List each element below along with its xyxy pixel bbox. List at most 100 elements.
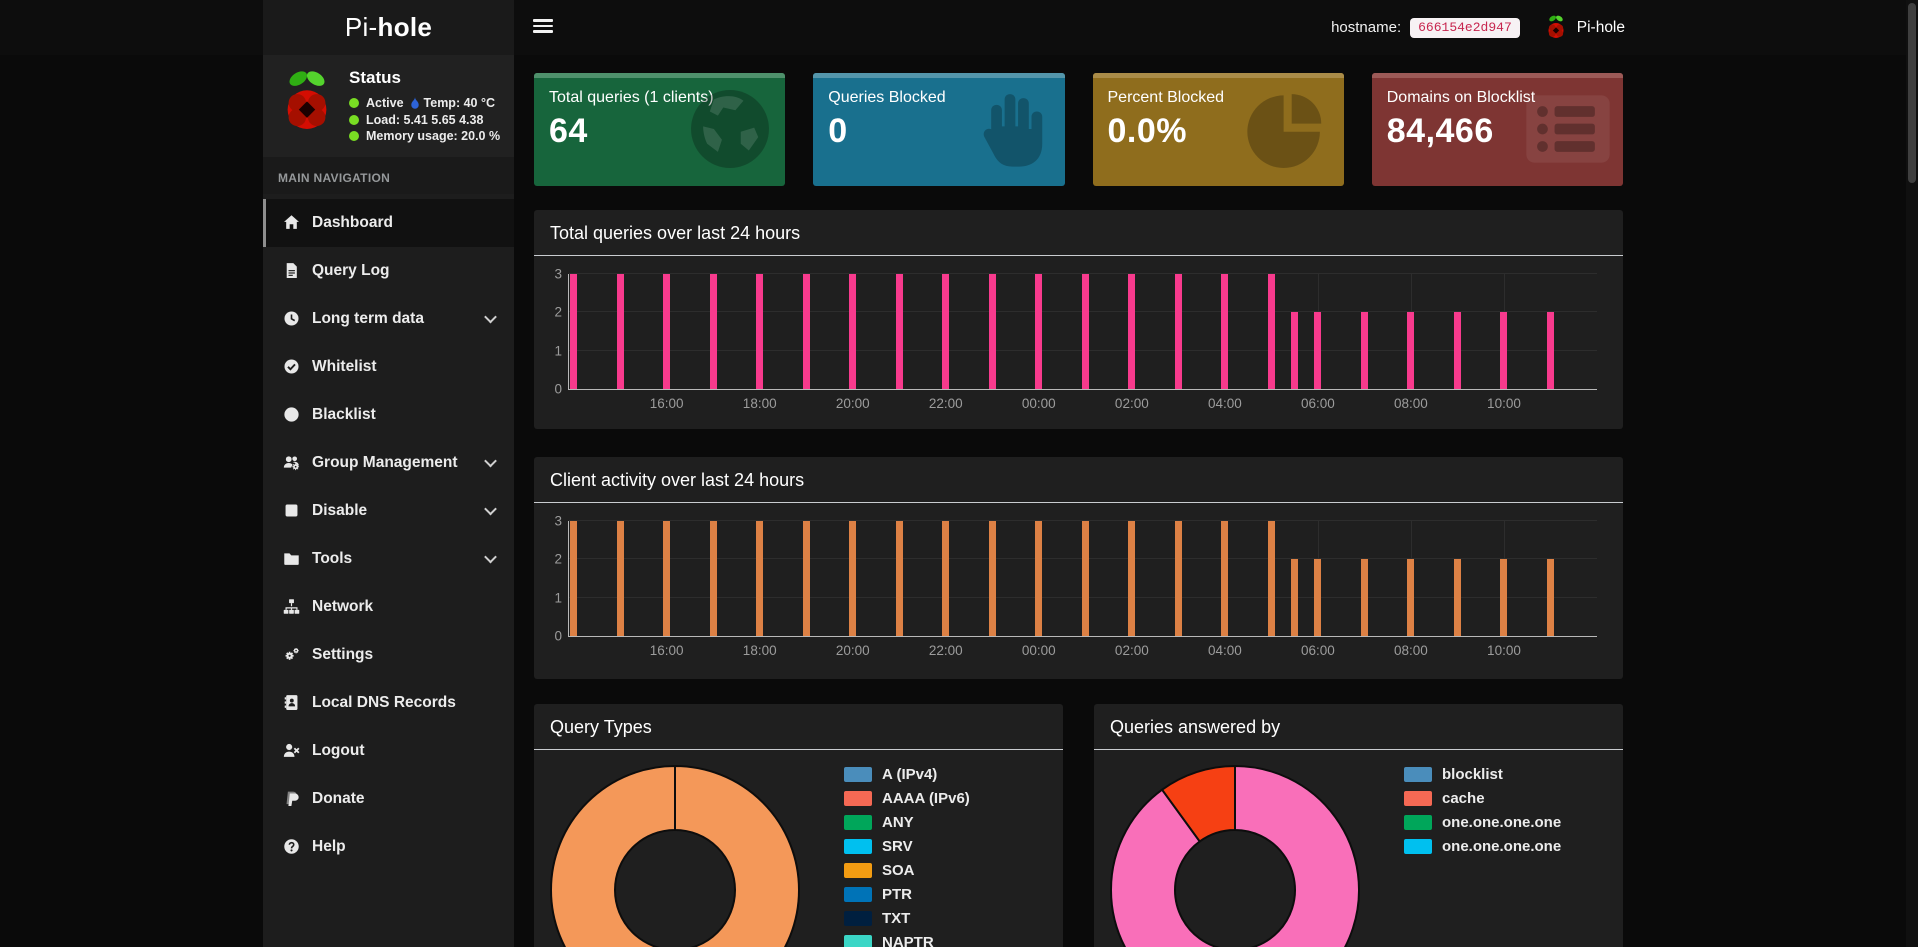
bar-03:00[interactable]: [1174, 521, 1182, 636]
bar-06:00[interactable]: [1314, 559, 1322, 636]
bar-18:00[interactable]: [756, 274, 764, 389]
bar-09:00[interactable]: [1453, 559, 1461, 636]
y-axis-tick-label: 1: [554, 590, 562, 606]
sidebar-item-long-term-data[interactable]: Long term data: [263, 295, 514, 343]
sidebar-item-dashboard[interactable]: Dashboard: [263, 198, 514, 247]
bar-07:00[interactable]: [1360, 312, 1368, 389]
stat-card-percent-blocked[interactable]: Percent Blocked 0.0%: [1092, 73, 1344, 186]
bar-01:00[interactable]: [1081, 521, 1089, 636]
sidebar-item-settings[interactable]: Settings: [263, 631, 514, 679]
bar-04:00[interactable]: [1221, 274, 1229, 389]
bar-16:00[interactable]: [663, 274, 671, 389]
bar-21:00[interactable]: [895, 521, 903, 636]
sidebar-item-label: Network: [312, 597, 374, 615]
bar-20:00[interactable]: [849, 521, 857, 636]
stat-card-queries-blocked[interactable]: Queries Blocked 0: [813, 73, 1065, 186]
stat-card-total-queries[interactable]: Total queries (1 clients) 64: [534, 73, 786, 186]
bar-17:00[interactable]: [709, 521, 717, 636]
bar-07:00[interactable]: [1360, 559, 1368, 636]
query-types-donut-chart[interactable]: [544, 759, 806, 947]
hamburger-menu-icon[interactable]: [533, 19, 553, 35]
bar-10:00[interactable]: [1500, 312, 1508, 389]
stat-card-domains-blocklist[interactable]: Domains on Blocklist 84,466: [1371, 73, 1623, 186]
legend-item-any[interactable]: ANY: [844, 814, 970, 831]
queries-answered-by-donut-chart[interactable]: [1104, 759, 1366, 947]
bar-11:00[interactable]: [1546, 312, 1554, 389]
sidebar-item-tools[interactable]: Tools: [263, 535, 514, 583]
bar-02:00[interactable]: [1128, 274, 1136, 389]
bar-17:00[interactable]: [709, 274, 717, 389]
sidebar-item-help[interactable]: Help: [263, 823, 514, 871]
legend-item-txt[interactable]: TXT: [844, 910, 970, 927]
bar-15:00[interactable]: [616, 274, 624, 389]
sidebar-item-blacklist[interactable]: Blacklist: [263, 391, 514, 439]
bar-00:00[interactable]: [1035, 274, 1043, 389]
bar-00:00[interactable]: [1035, 521, 1043, 636]
x-axis-tick-label: 06:00: [1300, 396, 1335, 411]
navbar-pihole-link[interactable]: Pi-hole: [1576, 18, 1625, 36]
legend-item-naptr[interactable]: NAPTR: [844, 934, 970, 947]
status-ok-dot: [349, 98, 359, 109]
sidebar-item-network[interactable]: Network: [263, 583, 514, 631]
sidebar-item-local-dns-records[interactable]: Local DNS Records: [263, 679, 514, 727]
main-content: Total queries (1 clients) 64 Queries Bloc…: [534, 0, 1623, 947]
bar-04:00[interactable]: [1221, 521, 1229, 636]
scrollbar-thumb[interactable]: [1908, 3, 1916, 183]
client-activity-bar-chart[interactable]: 16:00 18:00 20:00 22:00 00:00 02:00 04:00 06:00…: [554, 514, 1597, 658]
legend-item-srv[interactable]: SRV: [844, 838, 970, 855]
legend-item-soa[interactable]: SOA: [844, 862, 970, 879]
brand-logo-area[interactable]: Pi-hole: [263, 0, 514, 55]
bar-05:00[interactable]: [1267, 521, 1275, 636]
status-ok-dot: [349, 131, 359, 142]
legend-label: blocklist: [1442, 766, 1503, 783]
bar-15:00[interactable]: [616, 521, 624, 636]
sidebar-menu: Dashboard Query Log Long term data Whitelis…: [263, 194, 514, 871]
bar-05:00[interactable]: [1267, 274, 1275, 389]
y-axis-tick-label: 1: [554, 343, 562, 359]
legend-item-blocklist[interactable]: blocklist: [1404, 766, 1561, 783]
sidebar-item-donate[interactable]: Donate: [263, 775, 514, 823]
bar-19:00[interactable]: [802, 274, 810, 389]
bar-16:00[interactable]: [663, 521, 671, 636]
sidebar-item-logout[interactable]: Logout: [263, 727, 514, 775]
bar-14:00[interactable]: [570, 521, 578, 636]
y-axis-tick-label: 2: [554, 551, 562, 567]
bar-22:00[interactable]: [942, 274, 950, 389]
chevron-down-icon: [484, 502, 497, 515]
bar-08:00[interactable]: [1407, 312, 1415, 389]
legend-item-one-one-one-one[interactable]: one.one.one.one: [1404, 814, 1561, 831]
bar-01:00[interactable]: [1081, 274, 1089, 389]
sidebar-item-whitelist[interactable]: Whitelist: [263, 343, 514, 391]
legend-label: ANY: [882, 814, 914, 831]
bar-03:00[interactable]: [1174, 274, 1182, 389]
bar-20:00[interactable]: [849, 274, 857, 389]
bar-02:00[interactable]: [1128, 521, 1136, 636]
bar-09:00[interactable]: [1453, 312, 1461, 389]
bar-22:00[interactable]: [942, 521, 950, 636]
sidebar-item-disable[interactable]: Disable: [263, 487, 514, 535]
legend-item-aaaa-ipv6-[interactable]: AAAA (IPv6): [844, 790, 970, 807]
total-queries-bar-chart[interactable]: 16:00 18:00 20:00 22:00 00:00 02:00 04:00 06:00…: [554, 267, 1597, 411]
bar-10:00[interactable]: [1500, 559, 1508, 636]
status-temp-label: Temp: 40 °C: [423, 96, 495, 110]
legend-item-one-one-one-one[interactable]: one.one.one.one: [1404, 838, 1561, 855]
legend-item-a-ipv4-[interactable]: A (IPv4): [844, 766, 970, 783]
hostname-badge: 666154e2d947: [1410, 17, 1520, 38]
bar-23:00[interactable]: [988, 274, 996, 389]
bar-05:30[interactable]: [1291, 559, 1299, 636]
query-types-panel: Query Types A (IPv4) AAAA (IPv6) ANY SRV SOA…: [534, 704, 1063, 947]
sidebar-item-query-log[interactable]: Query Log: [263, 247, 514, 295]
bar-18:00[interactable]: [756, 521, 764, 636]
bar-05:30[interactable]: [1291, 312, 1299, 389]
legend-item-ptr[interactable]: PTR: [844, 886, 970, 903]
status-ok-dot: [349, 114, 359, 125]
sidebar-item-group-management[interactable]: Group Management: [263, 439, 514, 487]
bar-06:00[interactable]: [1314, 312, 1322, 389]
bar-14:00[interactable]: [570, 274, 578, 389]
bar-08:00[interactable]: [1407, 559, 1415, 636]
bar-23:00[interactable]: [988, 521, 996, 636]
bar-11:00[interactable]: [1546, 559, 1554, 636]
legend-item-cache[interactable]: cache: [1404, 790, 1561, 807]
bar-19:00[interactable]: [802, 521, 810, 636]
bar-21:00[interactable]: [895, 274, 903, 389]
